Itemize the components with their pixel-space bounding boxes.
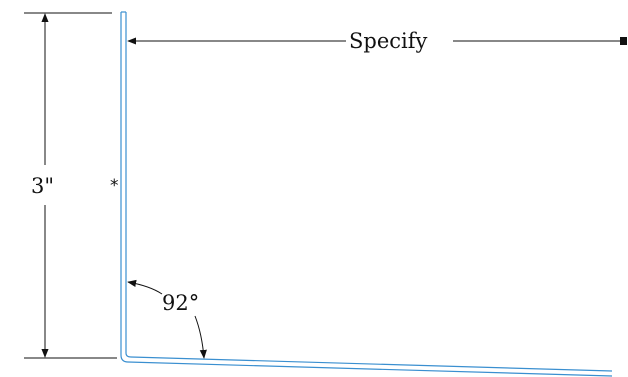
angle-dimension: [127, 279, 207, 359]
angle-arc-upper: [127, 279, 163, 295]
width-dimension-end-mark: [620, 37, 627, 45]
part-outer-edge: [120, 12, 613, 377]
height-dimension-label: 3": [31, 174, 54, 198]
height-dimension: [24, 12, 117, 359]
angle-arc-lower: [194, 315, 207, 359]
part-profile: [120, 11, 613, 377]
part-inner-edge: [125, 12, 613, 372]
hem-marker: *: [110, 176, 119, 196]
angle-dimension-label: 92°: [162, 291, 199, 315]
width-dimension-label: Specify: [349, 29, 428, 53]
